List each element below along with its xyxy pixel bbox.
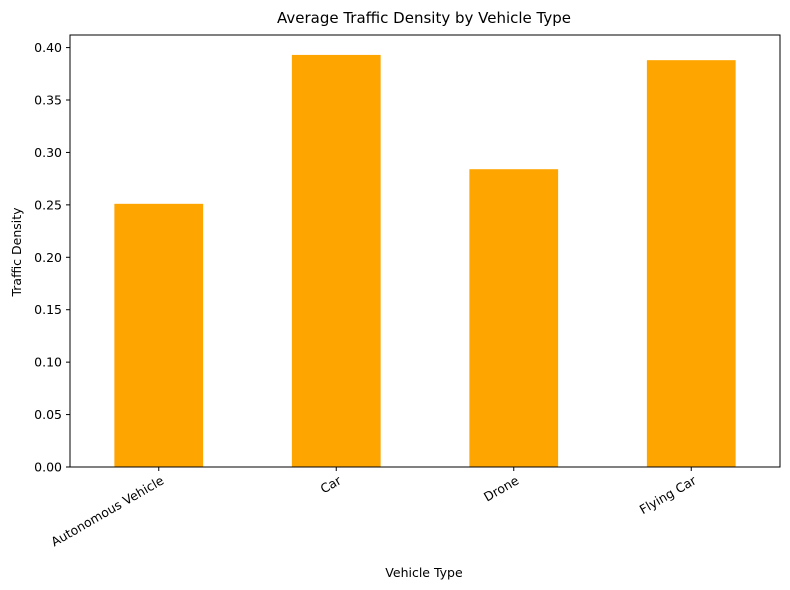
y-tick-label: 0.00 <box>34 460 62 475</box>
y-tick-label: 0.15 <box>34 302 62 317</box>
x-axis: Autonomous Vehicle Car Drone Flying Car <box>48 467 699 549</box>
bar-flying-car <box>646 60 736 468</box>
y-tick-label: 0.20 <box>34 250 62 265</box>
y-tick-label: 0.30 <box>34 145 62 160</box>
y-tick-label: 0.25 <box>34 197 62 212</box>
plot-frame <box>69 34 781 468</box>
bar-autonomous-vehicle <box>114 203 204 467</box>
y-tick-label: 0.40 <box>34 40 62 55</box>
x-tick-label: Autonomous Vehicle <box>48 472 166 549</box>
x-tick-label: Drone <box>481 472 521 504</box>
bar-drone <box>469 169 559 467</box>
y-axis-label: Traffic Density <box>9 207 24 298</box>
bar-car <box>291 54 381 467</box>
x-axis-label: Vehicle Type <box>385 565 463 580</box>
y-tick-label: 0.10 <box>34 355 62 370</box>
x-tick-label: Car <box>318 472 345 496</box>
y-axis: 0.00 0.05 0.10 0.15 0.20 0.25 0.30 0.35 0.40 <box>34 40 70 475</box>
y-tick-label: 0.35 <box>34 93 62 108</box>
x-tick-label: Flying Car <box>637 472 700 517</box>
bars-layer <box>114 54 736 468</box>
chart-title: Average Traffic Density by Vehicle Type <box>277 9 571 27</box>
y-tick-label: 0.05 <box>34 407 62 422</box>
